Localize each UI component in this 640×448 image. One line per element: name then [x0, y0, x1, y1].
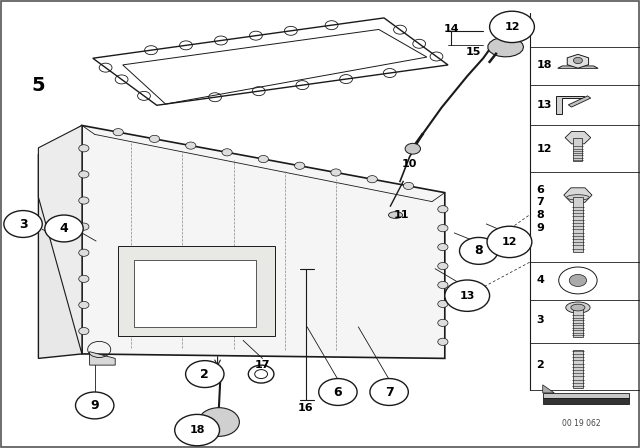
Bar	[573, 350, 583, 388]
Circle shape	[45, 215, 83, 242]
Circle shape	[79, 223, 89, 230]
Polygon shape	[565, 131, 591, 144]
Circle shape	[4, 211, 42, 237]
Circle shape	[438, 263, 448, 270]
Text: 17: 17	[255, 360, 270, 370]
Text: 8: 8	[536, 210, 544, 220]
Text: 9: 9	[90, 399, 99, 412]
Circle shape	[79, 145, 89, 152]
Circle shape	[149, 135, 159, 142]
Circle shape	[331, 169, 341, 176]
Circle shape	[559, 267, 597, 294]
Circle shape	[198, 408, 239, 436]
Text: 14: 14	[444, 24, 460, 34]
Text: 3: 3	[536, 315, 544, 325]
Text: 12: 12	[502, 237, 517, 247]
Polygon shape	[118, 246, 275, 336]
Text: 12: 12	[536, 144, 552, 154]
Polygon shape	[82, 125, 445, 358]
Circle shape	[319, 379, 357, 405]
Polygon shape	[488, 37, 524, 57]
Ellipse shape	[566, 302, 590, 313]
Polygon shape	[556, 96, 584, 114]
Circle shape	[490, 11, 534, 43]
Text: 6: 6	[536, 185, 544, 195]
Text: 15: 15	[466, 47, 481, 56]
Polygon shape	[567, 54, 589, 68]
Circle shape	[76, 392, 114, 419]
Text: 4: 4	[536, 276, 544, 285]
Circle shape	[403, 182, 413, 190]
Text: 2: 2	[536, 360, 544, 370]
Circle shape	[438, 300, 448, 307]
Circle shape	[294, 162, 305, 169]
Text: 13: 13	[460, 291, 475, 301]
Text: 2: 2	[200, 367, 209, 381]
Polygon shape	[38, 125, 82, 358]
Circle shape	[438, 224, 448, 232]
Circle shape	[460, 237, 498, 264]
Text: 10: 10	[402, 159, 417, 168]
Circle shape	[186, 142, 196, 149]
Text: 7: 7	[385, 385, 394, 399]
Text: 12: 12	[504, 22, 520, 32]
Circle shape	[175, 414, 220, 446]
Bar	[573, 197, 583, 252]
Circle shape	[573, 57, 582, 64]
Circle shape	[79, 197, 89, 204]
Polygon shape	[38, 125, 82, 354]
Text: 11: 11	[394, 210, 410, 220]
Circle shape	[186, 361, 224, 388]
Text: 8: 8	[474, 244, 483, 258]
Bar	[573, 138, 582, 161]
Text: 4: 4	[60, 222, 68, 235]
Ellipse shape	[388, 212, 403, 219]
Circle shape	[438, 319, 448, 327]
Polygon shape	[568, 96, 591, 107]
Circle shape	[222, 149, 232, 156]
Bar	[543, 393, 629, 399]
Polygon shape	[564, 188, 592, 202]
Circle shape	[570, 274, 586, 287]
Circle shape	[367, 176, 378, 183]
Text: 00 19 062: 00 19 062	[562, 419, 600, 428]
Ellipse shape	[571, 304, 585, 311]
Circle shape	[113, 129, 124, 136]
Text: 7: 7	[536, 198, 544, 207]
Circle shape	[487, 226, 532, 258]
Text: 13: 13	[536, 100, 552, 110]
Circle shape	[370, 379, 408, 405]
Text: 9: 9	[536, 224, 544, 233]
Text: 18: 18	[189, 425, 205, 435]
Text: 6: 6	[333, 385, 342, 399]
Circle shape	[438, 206, 448, 213]
Polygon shape	[558, 66, 598, 69]
Text: 3: 3	[19, 217, 28, 231]
Text: 5: 5	[31, 76, 45, 95]
Circle shape	[445, 280, 490, 311]
Bar	[543, 399, 629, 404]
Polygon shape	[90, 352, 115, 365]
Circle shape	[79, 275, 89, 282]
Circle shape	[79, 171, 89, 178]
Circle shape	[259, 155, 269, 163]
Circle shape	[438, 244, 448, 251]
Polygon shape	[134, 260, 256, 327]
Ellipse shape	[566, 195, 589, 200]
Circle shape	[79, 302, 89, 309]
Text: 16: 16	[298, 403, 314, 413]
Polygon shape	[543, 385, 554, 393]
Circle shape	[438, 338, 448, 345]
Text: 18: 18	[536, 60, 552, 70]
Circle shape	[79, 327, 89, 335]
Circle shape	[79, 249, 89, 256]
Bar	[573, 307, 583, 337]
Circle shape	[438, 281, 448, 289]
Circle shape	[405, 143, 420, 154]
